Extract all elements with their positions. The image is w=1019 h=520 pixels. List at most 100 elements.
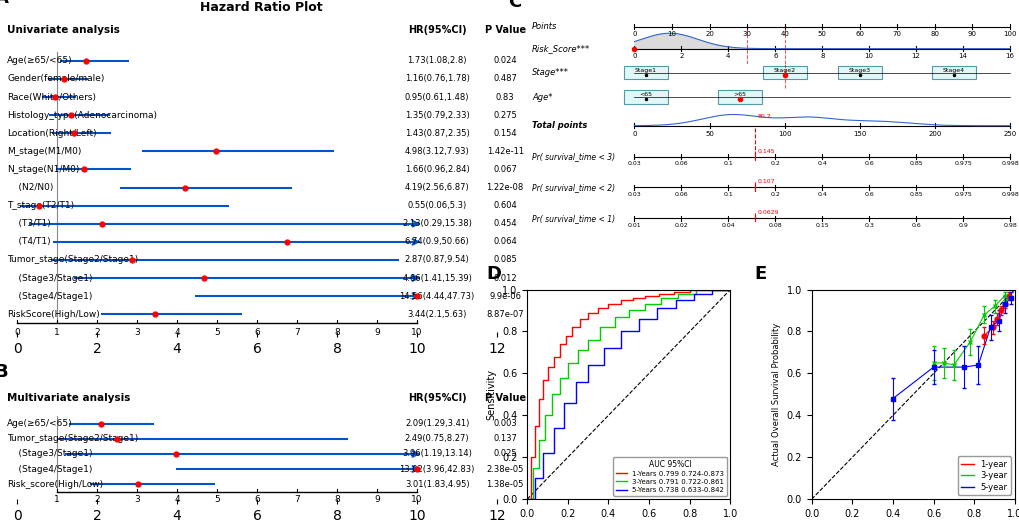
Text: 1.73(1.08,2.8): 1.73(1.08,2.8) <box>407 56 467 66</box>
Text: 150: 150 <box>852 131 866 137</box>
Text: 0.3: 0.3 <box>863 223 873 228</box>
Text: (Stage3/Stage1): (Stage3/Stage1) <box>7 274 93 282</box>
Text: 0.085: 0.085 <box>493 255 517 265</box>
Text: 0.1: 0.1 <box>722 161 733 166</box>
Text: 0.064: 0.064 <box>493 237 517 246</box>
FancyBboxPatch shape <box>717 90 761 103</box>
Text: 30: 30 <box>742 31 751 37</box>
Text: Age*: Age* <box>532 93 552 101</box>
Text: 1: 1 <box>54 496 60 504</box>
Text: Total points: Total points <box>532 121 587 130</box>
Text: 250: 250 <box>1003 131 1016 137</box>
Text: 1.43(0.87,2.35): 1.43(0.87,2.35) <box>405 129 469 138</box>
Text: 200: 200 <box>927 131 941 137</box>
FancyBboxPatch shape <box>837 66 880 80</box>
Text: Tumor_stage(Stage2/Stage1): Tumor_stage(Stage2/Stage1) <box>7 434 139 444</box>
Text: (T3/T1): (T3/T1) <box>7 219 51 228</box>
Text: Risk_score(High/Low): Risk_score(High/Low) <box>7 479 103 489</box>
Text: N_stage(N1/M0): N_stage(N1/M0) <box>7 165 79 174</box>
Text: 40: 40 <box>780 31 789 37</box>
Text: HR(95%CI): HR(95%CI) <box>408 25 466 35</box>
Text: 0.003: 0.003 <box>493 419 517 428</box>
Text: Stage***: Stage*** <box>532 68 569 77</box>
Text: 0.025: 0.025 <box>493 449 517 459</box>
Text: 16: 16 <box>1005 54 1014 59</box>
Text: 0.975: 0.975 <box>953 192 971 197</box>
Text: Stage3: Stage3 <box>848 68 870 73</box>
Text: P Value: P Value <box>484 25 525 35</box>
Text: Tumor_stage(Stage2/Stage1): Tumor_stage(Stage2/Stage1) <box>7 255 139 265</box>
Text: 8.87e-07: 8.87e-07 <box>486 310 524 319</box>
Text: M_stage(M1/M0): M_stage(M1/M0) <box>7 147 82 156</box>
Text: 2.13(0.29,15.38): 2.13(0.29,15.38) <box>401 219 472 228</box>
Text: (Stage4/Stage1): (Stage4/Stage1) <box>7 464 93 474</box>
Text: 2: 2 <box>94 496 100 504</box>
Text: 9.9e-06: 9.9e-06 <box>489 292 521 301</box>
Text: 1.66(0.96,2.84): 1.66(0.96,2.84) <box>405 165 469 174</box>
Text: 7: 7 <box>294 496 300 504</box>
Text: 0.2: 0.2 <box>769 161 780 166</box>
Text: 0.15: 0.15 <box>814 223 828 228</box>
Text: 1.38e-05: 1.38e-05 <box>486 479 524 489</box>
Text: D: D <box>486 265 501 283</box>
Text: Histology_type(Adenocarcinoma): Histology_type(Adenocarcinoma) <box>7 111 157 120</box>
Text: 2.87(0.87,9.54): 2.87(0.87,9.54) <box>405 255 469 265</box>
Text: 6.74(0.9,50.66): 6.74(0.9,50.66) <box>405 237 469 246</box>
Text: 0.6: 0.6 <box>910 223 920 228</box>
Text: Risk_Score***: Risk_Score*** <box>532 44 590 53</box>
Text: 0: 0 <box>632 131 636 137</box>
Text: 0.604: 0.604 <box>493 201 517 210</box>
Text: 4: 4 <box>174 328 179 337</box>
Text: 0.98: 0.98 <box>1002 223 1016 228</box>
Title: Hazard Ratio Plot: Hazard Ratio Plot <box>200 2 322 15</box>
Text: 80: 80 <box>929 31 938 37</box>
Y-axis label: Actual Overall Survival Probability: Actual Overall Survival Probability <box>771 323 781 466</box>
Text: 6: 6 <box>772 54 776 59</box>
Legend: 1-Years 0.799 0.724-0.873, 3-Years 0.791 0.722-0.861, 5-Years 0.738 0.633-0.842: 1-Years 0.799 0.724-0.873, 3-Years 0.791… <box>612 457 727 496</box>
FancyBboxPatch shape <box>624 66 667 80</box>
Text: (T4/T1): (T4/T1) <box>7 237 51 246</box>
Text: 0.145: 0.145 <box>757 149 774 153</box>
Text: 0.06: 0.06 <box>674 161 688 166</box>
Text: 8: 8 <box>334 496 339 504</box>
Text: 0.55(0.06,5.3): 0.55(0.06,5.3) <box>408 201 467 210</box>
Text: Pr( survival_time < 3): Pr( survival_time < 3) <box>532 152 614 161</box>
Text: Multivariate analysis: Multivariate analysis <box>7 393 130 403</box>
Text: 4: 4 <box>726 54 730 59</box>
Text: 100: 100 <box>1003 31 1016 37</box>
Text: 0: 0 <box>632 31 636 37</box>
Text: 0.154: 0.154 <box>493 129 517 138</box>
Text: Stage4: Stage4 <box>942 68 964 73</box>
Text: 8: 8 <box>334 328 339 337</box>
Text: 0.83: 0.83 <box>495 93 514 101</box>
Text: Stage1: Stage1 <box>634 68 656 73</box>
Text: 7: 7 <box>294 328 300 337</box>
Text: 0.85: 0.85 <box>908 192 922 197</box>
Text: 0.04: 0.04 <box>720 223 735 228</box>
Y-axis label: Sensitivity: Sensitivity <box>486 369 496 420</box>
Text: 0.275: 0.275 <box>493 111 517 120</box>
Text: P Value: P Value <box>484 393 525 403</box>
Text: Age(≥65/<65): Age(≥65/<65) <box>7 419 72 428</box>
Text: 0.2: 0.2 <box>769 192 780 197</box>
Text: 0.06: 0.06 <box>674 192 688 197</box>
Text: 50: 50 <box>704 131 713 137</box>
Text: 1.35(0.79,2.33): 1.35(0.79,2.33) <box>405 111 469 120</box>
Text: (N2/N0): (N2/N0) <box>7 183 53 192</box>
Text: 2.38e-05: 2.38e-05 <box>486 464 524 474</box>
Text: 1: 1 <box>54 328 60 337</box>
Text: 8: 8 <box>819 54 823 59</box>
Text: 1.22e-08: 1.22e-08 <box>486 183 524 192</box>
Text: 0.107: 0.107 <box>757 179 774 185</box>
Text: 3: 3 <box>135 496 140 504</box>
Text: 0.6: 0.6 <box>863 192 873 197</box>
Text: 0.1: 0.1 <box>722 192 733 197</box>
Text: 2.49(0.75,8.27): 2.49(0.75,8.27) <box>405 434 469 444</box>
Text: (Stage3/Stage1): (Stage3/Stage1) <box>7 449 93 459</box>
Text: Age(≥65/<65): Age(≥65/<65) <box>7 56 72 66</box>
Text: C: C <box>507 0 521 11</box>
Text: 0.0629: 0.0629 <box>757 210 779 215</box>
Text: 100: 100 <box>777 131 791 137</box>
Text: 6: 6 <box>254 328 260 337</box>
Text: 2.09(1.29,3.41): 2.09(1.29,3.41) <box>405 419 469 428</box>
